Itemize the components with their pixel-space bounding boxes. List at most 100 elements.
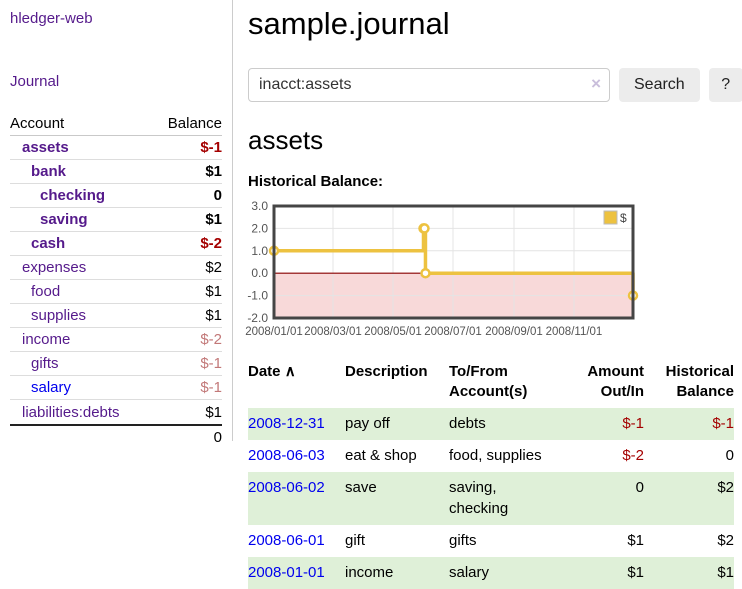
- sidebar-nav: Journal: [10, 73, 222, 90]
- sidebar-account-link-gifts[interactable]: gifts: [31, 355, 59, 372]
- transaction-historical-balance: 0: [725, 447, 734, 464]
- account-balance-value: $-2: [200, 331, 222, 348]
- transaction-amount: $-1: [622, 415, 644, 432]
- sidebar-account-row: cash $-2: [10, 232, 222, 256]
- sidebar-account-row: supplies $1: [10, 304, 222, 328]
- main-content: sample.journal × Search ? assets Histori…: [233, 0, 742, 589]
- svg-text:2008/07/01: 2008/07/01: [424, 326, 482, 338]
- nav-journal-link[interactable]: Journal: [10, 73, 60, 90]
- date-column-header[interactable]: Date ∧: [248, 360, 345, 408]
- sidebar-account-link-food[interactable]: food: [31, 283, 61, 300]
- sidebar-account-link-liabilities-debts[interactable]: liabilities:debts: [22, 403, 120, 421]
- sidebar-account-row: bank $1: [10, 160, 222, 184]
- account-balance-value: $1: [205, 163, 222, 180]
- sidebar-account-link-checking[interactable]: checking: [40, 187, 106, 204]
- account-balance-value: $-1: [200, 139, 222, 156]
- sidebar-account-row: food $1: [10, 280, 222, 304]
- transaction-historical-balance: $2: [717, 532, 734, 549]
- description-column-header: Description: [345, 363, 428, 380]
- sidebar-account-link-expenses[interactable]: expenses: [22, 259, 87, 276]
- sidebar-account-row: gifts $-1: [10, 352, 222, 376]
- sidebar-account-link-assets[interactable]: assets: [22, 139, 69, 156]
- sidebar-account-link-salary[interactable]: salary: [31, 379, 72, 396]
- svg-text:3.0: 3.0: [251, 199, 268, 213]
- transaction-row: 2008-06-02 save saving, checking 0 $2: [248, 472, 734, 525]
- amount-column-header: Amount Out/In: [587, 363, 644, 400]
- svg-text:0.0: 0.0: [251, 266, 268, 280]
- sidebar-account-row: salary $-1: [10, 376, 222, 400]
- search-form: × Search ?: [248, 68, 742, 102]
- transaction-accounts: saving, checking: [449, 479, 509, 517]
- svg-text:2.0: 2.0: [251, 221, 268, 235]
- sidebar-total-balance: 0: [213, 428, 222, 446]
- transaction-description: gift: [345, 532, 366, 549]
- transaction-date-link[interactable]: 2008-01-01: [248, 564, 325, 581]
- search-field-wrap: ×: [248, 68, 610, 102]
- sidebar-account-row: checking 0: [10, 184, 222, 208]
- clear-search-icon[interactable]: ×: [591, 74, 601, 93]
- transaction-date-link[interactable]: 2008-12-31: [248, 415, 325, 432]
- svg-text:2008/01/01: 2008/01/01: [245, 326, 303, 338]
- historical-balance-column-header: Historical Balance: [665, 363, 734, 400]
- sidebar-account-row: expenses $2: [10, 256, 222, 280]
- transaction-description: pay off: [345, 415, 390, 432]
- sidebar-account-link-saving[interactable]: saving: [40, 211, 88, 228]
- sidebar-account-link-supplies[interactable]: supplies: [31, 307, 87, 324]
- svg-text:2008/09/01: 2008/09/01: [485, 326, 543, 338]
- transaction-accounts: gifts: [449, 532, 477, 549]
- sidebar-account-row: income $-2: [10, 328, 222, 352]
- account-balance-table: Account Balance assets $-1 bank $1 checking 0…: [10, 112, 222, 448]
- account-balance-value: $-1: [200, 379, 222, 396]
- account-heading: assets: [248, 125, 324, 155]
- account-balance-value: 0: [213, 187, 222, 204]
- sidebar-account-row: liabilities:debts $1: [10, 400, 222, 424]
- sidebar-account-link-cash[interactable]: cash: [31, 235, 66, 252]
- balance-column-header: Balance: [167, 115, 222, 132]
- transaction-amount: $-2: [622, 447, 644, 464]
- sidebar-total-row: 0: [10, 424, 222, 448]
- help-button[interactable]: ?: [708, 68, 742, 102]
- sort-ascending-icon: ∧: [284, 363, 296, 380]
- transaction-historical-balance: $-1: [712, 415, 734, 432]
- app-title-link[interactable]: hledger-web: [10, 10, 93, 27]
- svg-text:-1.0: -1.0: [247, 289, 268, 303]
- transaction-row: 2008-12-31 pay off debts $-1 $-1: [248, 408, 734, 440]
- transaction-accounts: debts: [449, 415, 486, 432]
- transaction-accounts: food, supplies: [449, 447, 542, 464]
- account-column-header: Account: [10, 115, 65, 132]
- transaction-accounts: salary: [449, 564, 490, 581]
- sidebar-account-link-income[interactable]: income: [22, 331, 71, 348]
- date-header-label: Date: [248, 363, 281, 380]
- transaction-description: save: [345, 479, 377, 496]
- transaction-amount: $1: [627, 532, 644, 549]
- tofrom-column-header: To/From Account(s): [449, 363, 528, 400]
- transaction-historical-balance: $2: [717, 479, 734, 496]
- account-balance-value: $1: [205, 211, 222, 228]
- transaction-row: 2008-06-01 gift gifts $1 $2: [248, 525, 734, 557]
- transaction-description: income: [345, 564, 394, 581]
- transactions-table: Date ∧ Description To/From Account(s) Am…: [248, 360, 734, 589]
- transaction-date-link[interactable]: 2008-06-03: [248, 447, 325, 464]
- transaction-description: eat & shop: [345, 447, 417, 464]
- transactions-header-row: Date ∧ Description To/From Account(s) Am…: [248, 360, 734, 408]
- svg-text:$: $: [620, 211, 627, 225]
- account-rows: assets $-1 bank $1 checking 0 saving $1 cash $-2 e…: [10, 136, 222, 424]
- transaction-date-link[interactable]: 2008-06-02: [248, 479, 325, 496]
- sidebar-account-link-bank[interactable]: bank: [31, 163, 67, 180]
- transaction-date-link[interactable]: 2008-06-01: [248, 532, 325, 549]
- account-balance-value: $-2: [200, 235, 222, 252]
- svg-text:-2.0: -2.0: [247, 311, 268, 325]
- account-balance-value: $1: [205, 283, 222, 300]
- search-button[interactable]: Search: [619, 68, 700, 102]
- search-input[interactable]: [248, 68, 610, 102]
- sidebar: hledger-web Journal Account Balance asse…: [0, 0, 233, 446]
- sidebar-account-row: saving $1: [10, 208, 222, 232]
- account-balance-value: $1: [205, 307, 222, 324]
- balance-chart: $3.0 2.0 1.0 0.0 -1.0 -2.0 2008/01/01 2008/03/0…: [244, 198, 742, 346]
- page-title: sample.journal: [248, 6, 450, 41]
- transaction-row: 2008-06-03 eat & shop food, supplies $-2 0: [248, 440, 734, 472]
- sidebar-account-row: assets $-1: [10, 136, 222, 160]
- account-table-header: Account Balance: [10, 112, 222, 136]
- account-balance-value: $1: [205, 403, 222, 421]
